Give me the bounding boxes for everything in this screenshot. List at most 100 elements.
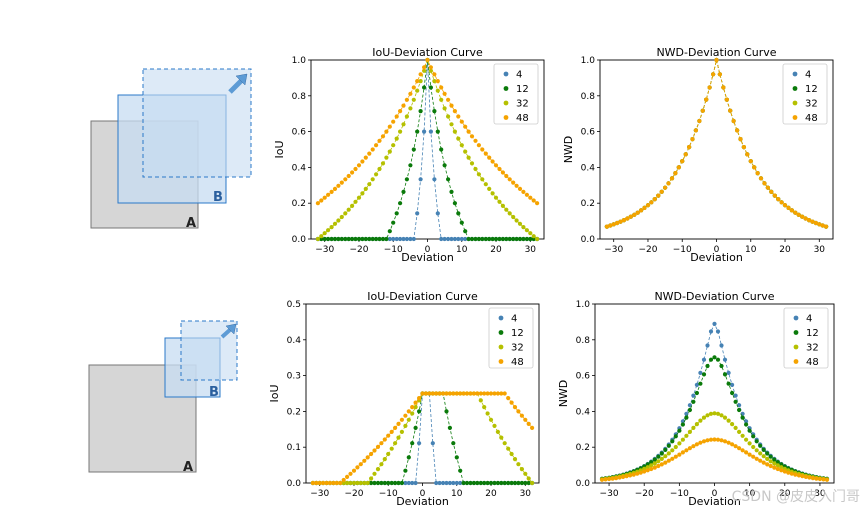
- data-point: [730, 422, 735, 427]
- series-line: [312, 393, 533, 484]
- series-line: [601, 356, 828, 480]
- data-point: [358, 480, 363, 486]
- data-point: [439, 97, 444, 102]
- y-axis-label: NWD: [562, 136, 575, 164]
- data-point: [384, 155, 389, 160]
- data-point: [435, 79, 440, 84]
- data-point: [408, 106, 413, 111]
- data-point: [782, 203, 788, 208]
- data-point: [356, 195, 362, 200]
- data-point: [610, 476, 615, 481]
- series-12: [599, 355, 830, 481]
- data-point: [350, 236, 355, 242]
- data-point: [394, 211, 399, 216]
- data-point: [482, 405, 487, 410]
- data-point: [796, 212, 801, 217]
- data-point: [769, 189, 774, 194]
- data-point: [748, 159, 753, 164]
- data-point: [432, 72, 437, 77]
- series-48: [315, 57, 540, 206]
- data-point: [751, 444, 756, 450]
- x-axis-label: Deviation: [690, 251, 743, 264]
- data-point: [417, 441, 422, 446]
- data-point: [375, 480, 381, 486]
- data-point: [673, 454, 678, 459]
- data-point: [446, 177, 451, 182]
- data-point: [382, 480, 387, 486]
- data-point: [656, 454, 661, 459]
- data-point: [456, 211, 461, 216]
- data-point: [507, 236, 512, 242]
- data-point: [356, 236, 362, 242]
- data-point: [687, 145, 692, 150]
- chart-nwd-bottom: −30 −20 −10 0 10 20 30 0.0 0.2 0.4 0.6 0.8 1.0 NWD-De…: [557, 290, 835, 508]
- legend-label: 4: [511, 314, 517, 325]
- data-point: [516, 409, 521, 414]
- data-point: [495, 429, 500, 434]
- data-point: [471, 391, 476, 396]
- data-point: [737, 446, 742, 451]
- data-point: [796, 473, 802, 478]
- data-point: [531, 198, 536, 203]
- data-point: [652, 457, 657, 462]
- data-point: [635, 471, 640, 476]
- data-point: [324, 480, 329, 486]
- data-point: [765, 456, 770, 461]
- data-point: [480, 177, 485, 182]
- data-point: [336, 183, 341, 188]
- x-tick-label: −30: [600, 489, 619, 499]
- data-point: [321, 480, 326, 486]
- data-point: [456, 136, 461, 141]
- data-point: [391, 143, 396, 148]
- data-point: [331, 480, 336, 486]
- y-tick-label: 0.4: [576, 407, 591, 417]
- data-point: [762, 181, 767, 186]
- data-point: [444, 409, 449, 414]
- data-point: [511, 180, 516, 185]
- data-point: [683, 152, 688, 157]
- data-point: [705, 363, 710, 369]
- data-point: [751, 454, 756, 459]
- data-point: [631, 472, 636, 477]
- x-tick-label: −10: [670, 489, 689, 499]
- data-point: [669, 176, 675, 181]
- data-point: [717, 72, 723, 77]
- data-point: [398, 129, 403, 134]
- data-point: [488, 480, 494, 486]
- data-point: [315, 236, 320, 242]
- data-point: [363, 186, 368, 191]
- data-point: [517, 186, 523, 191]
- data-point: [621, 218, 627, 223]
- y-tick-label: 0.0: [581, 235, 596, 245]
- data-point: [502, 480, 507, 486]
- data-point: [701, 372, 707, 377]
- data-point: [398, 109, 403, 114]
- data-point: [740, 415, 745, 420]
- data-point: [698, 440, 703, 445]
- data-point: [500, 236, 505, 242]
- data-point: [480, 236, 485, 242]
- data-point: [449, 236, 454, 242]
- data-point: [476, 143, 481, 148]
- data-point: [673, 444, 678, 450]
- data-point: [659, 462, 664, 467]
- data-point: [502, 441, 507, 446]
- data-point: [447, 480, 452, 486]
- data-point: [509, 451, 514, 457]
- data-point: [473, 236, 478, 242]
- data-point: [475, 391, 480, 396]
- data-point: [389, 429, 394, 434]
- data-point: [698, 418, 703, 423]
- data-point: [817, 222, 822, 227]
- data-point: [645, 203, 651, 208]
- data-point: [437, 391, 442, 396]
- data-point: [737, 403, 742, 408]
- data-point: [523, 417, 528, 422]
- y-tick-label: 0.4: [581, 163, 596, 173]
- data-point: [339, 180, 344, 185]
- data-point: [708, 411, 714, 416]
- legend-box: [783, 307, 829, 369]
- data-point: [807, 475, 812, 480]
- data-point: [607, 476, 612, 482]
- data-point: [731, 118, 736, 124]
